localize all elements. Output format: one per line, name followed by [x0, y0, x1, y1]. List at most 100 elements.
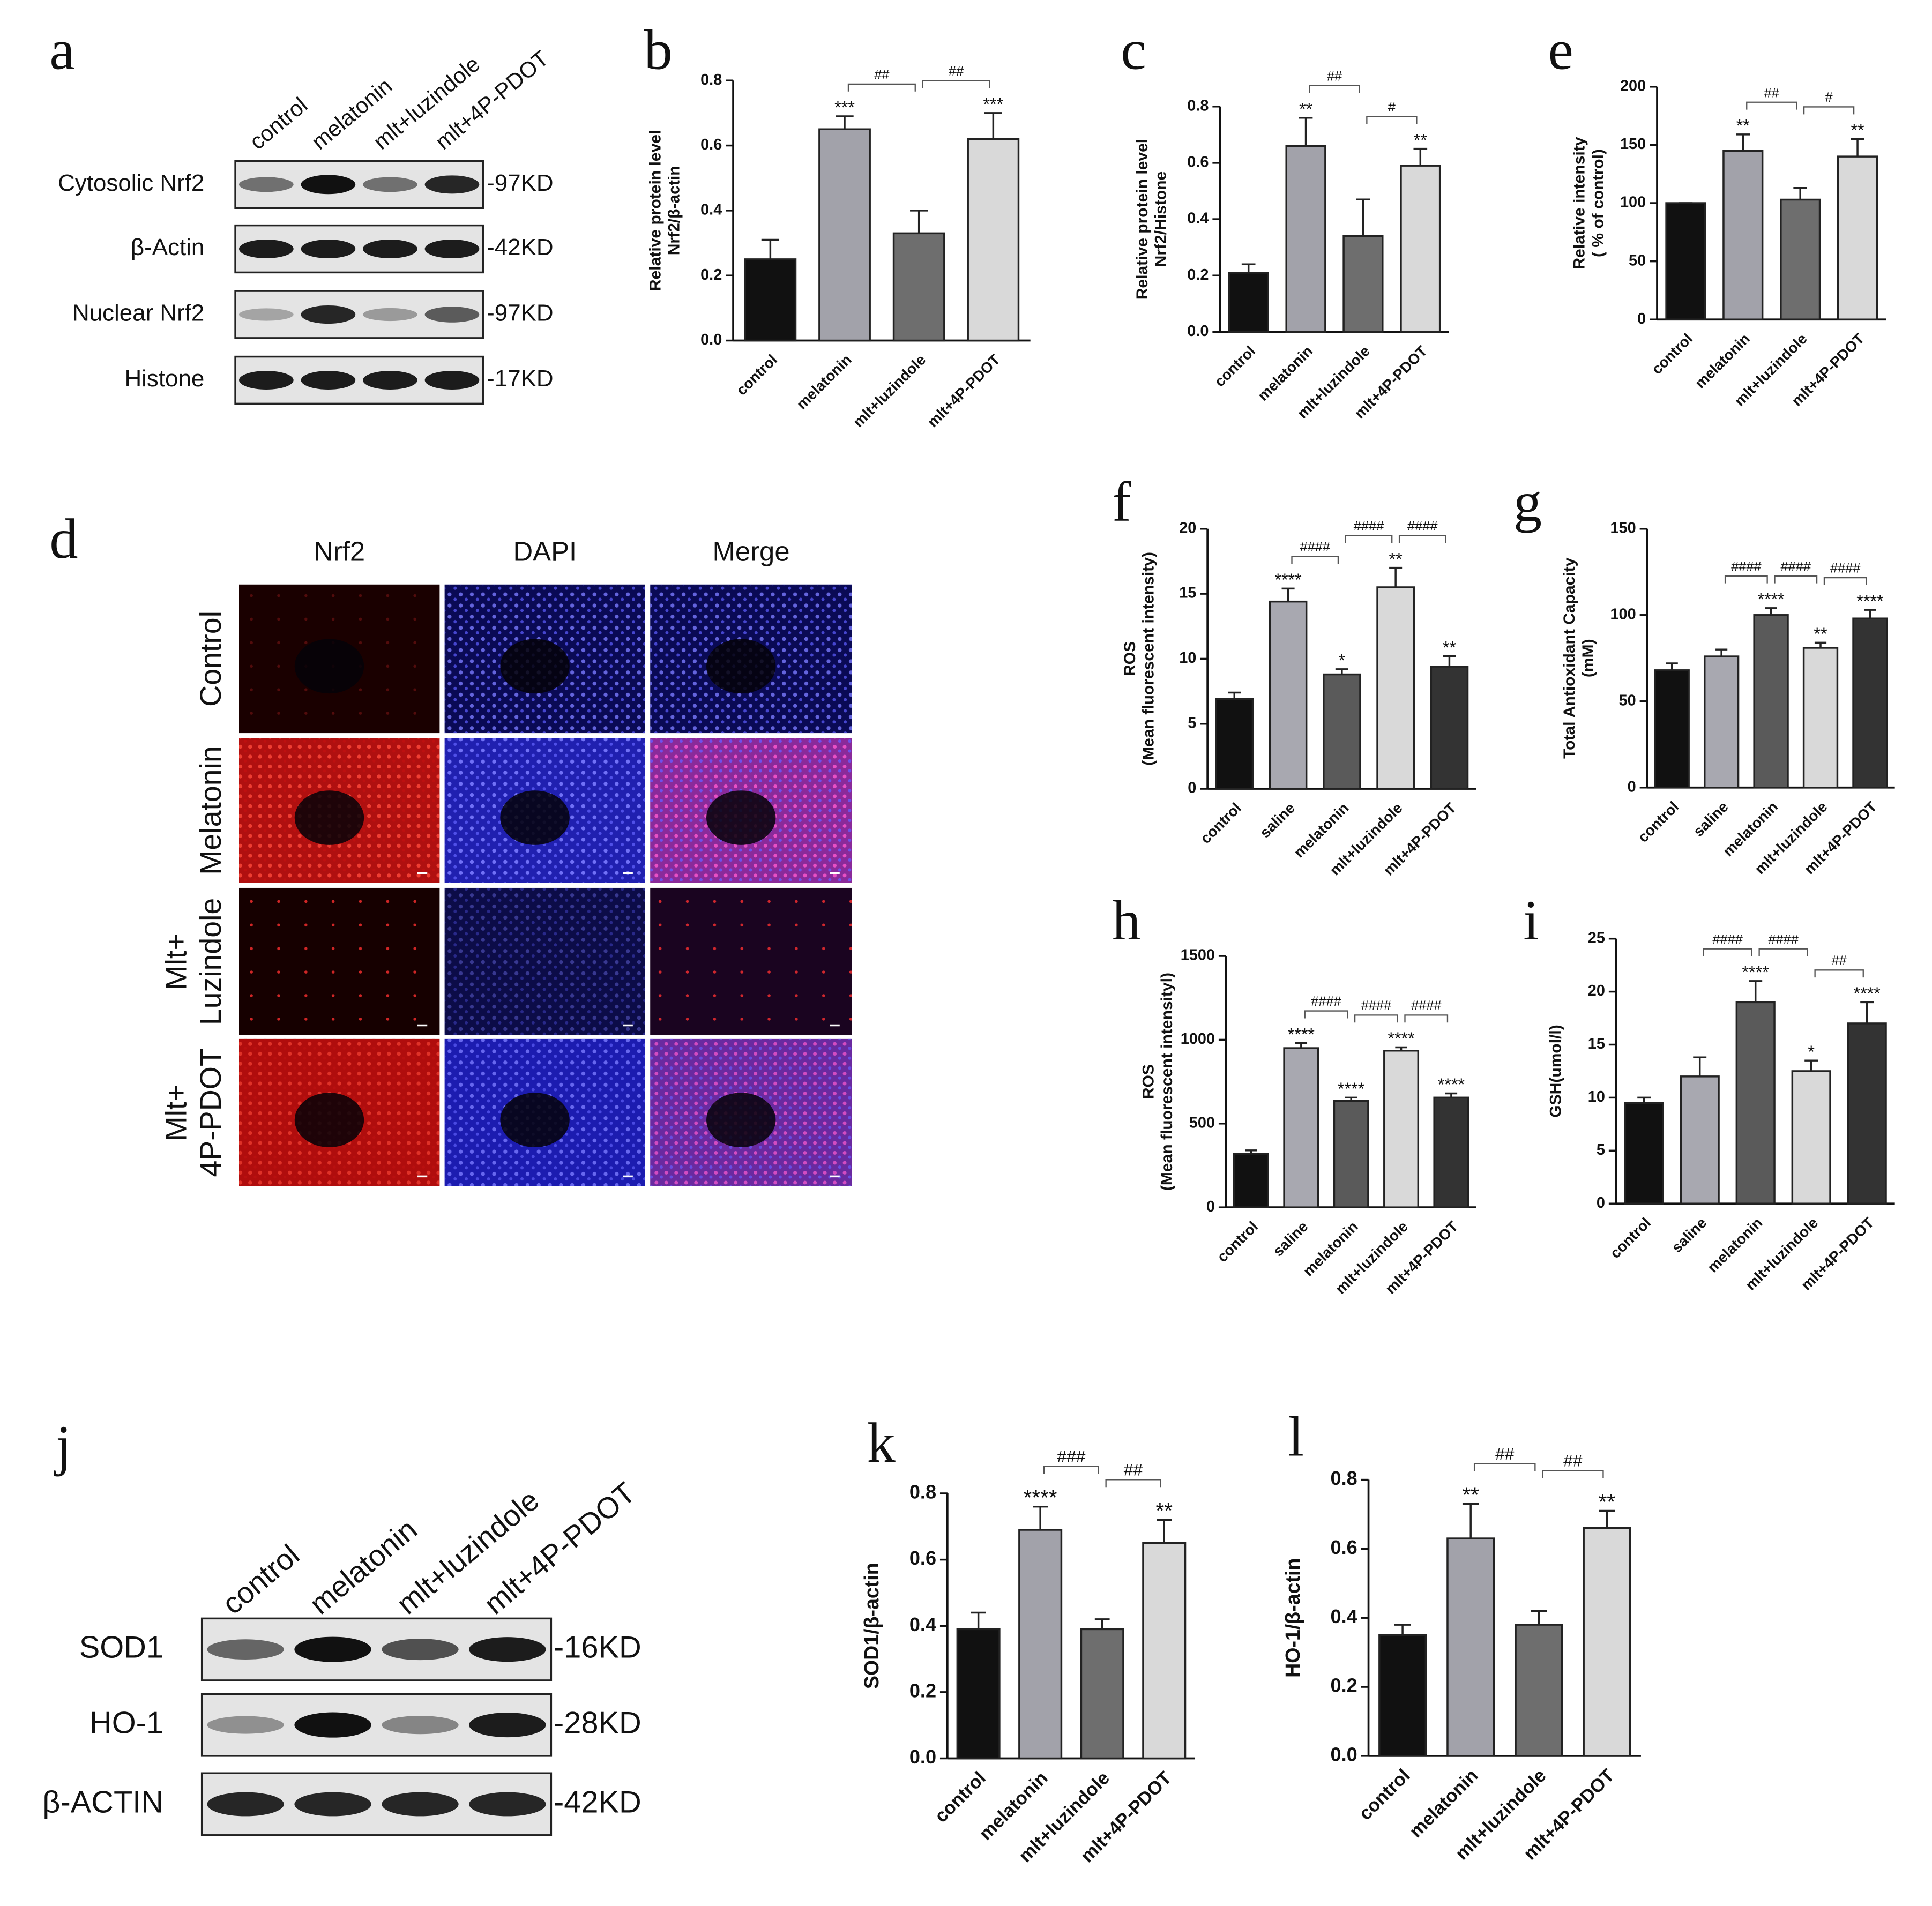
bracket-label: ### [1057, 1447, 1085, 1466]
bracket-label: #### [1407, 519, 1438, 534]
micrograph-texture [650, 887, 852, 1035]
y-tick-label: 500 [1189, 1114, 1215, 1131]
bracket [1404, 1014, 1449, 1023]
y-tick-label: 1500 [1181, 947, 1215, 964]
y-tick-label: 0 [1628, 778, 1636, 795]
error-bar [1299, 117, 1313, 146]
bar [1400, 165, 1441, 333]
error-bar [984, 112, 1002, 139]
significance: **** [1438, 1075, 1465, 1094]
bracket-label: #### [1781, 559, 1811, 574]
y-tick-label: 0 [1188, 780, 1196, 797]
y-tick-label: 0 [1597, 1194, 1605, 1212]
y-tick-label: 0.4 [909, 1613, 936, 1635]
bar [1515, 1624, 1563, 1757]
error-bar [1389, 566, 1403, 587]
bracket [1043, 1466, 1099, 1474]
row-label: Control [194, 611, 227, 707]
bracket-label: #### [1830, 561, 1861, 576]
blot-band [424, 175, 480, 194]
y-tick-label: 0.4 [1331, 1605, 1357, 1627]
blot-band [469, 1713, 546, 1738]
y-tick-label: 150 [1610, 519, 1636, 536]
bar [1802, 647, 1839, 789]
significance: ** [1736, 116, 1750, 136]
error-bar [1394, 1624, 1411, 1635]
y-tick-label: 0.2 [909, 1679, 936, 1701]
size-label: -42KD [554, 1785, 641, 1819]
row-label: Nuclear Nrf2 [72, 300, 204, 326]
panel-letter: l [1288, 1405, 1304, 1468]
bracket-label: ## [1764, 85, 1779, 100]
significance: * [1808, 1042, 1815, 1062]
y-tick-label: 10 [1588, 1088, 1605, 1105]
bar [892, 232, 945, 342]
bar [1703, 655, 1740, 789]
y-axis-label: SOD1/β-actin [860, 1563, 883, 1689]
error-bar [1228, 691, 1241, 699]
blot-band [294, 1792, 371, 1817]
lane-label: control [244, 92, 312, 154]
panel-letter: b [644, 18, 673, 81]
bar [1624, 1102, 1664, 1205]
bar [1383, 1050, 1420, 1208]
bracket-label: # [1825, 90, 1833, 105]
x-tick-label: saline [1668, 1214, 1710, 1255]
bar [1847, 1022, 1887, 1205]
bracket [1105, 1479, 1161, 1488]
significance: **** [1024, 1485, 1057, 1510]
bar [1342, 235, 1384, 333]
error-bar [1804, 1059, 1818, 1071]
micrograph-lumen [706, 790, 776, 845]
error-bar [1765, 607, 1777, 615]
error-bar [1094, 1618, 1110, 1630]
y-axis-label: (Mean fluorescent intensityl) [1158, 973, 1176, 1191]
bar [1376, 586, 1415, 790]
significance: **** [1274, 570, 1302, 589]
blot-band [294, 1712, 371, 1738]
error-bar [1736, 133, 1750, 151]
significance: ** [1462, 1482, 1479, 1507]
y-tick-label: 20 [1588, 982, 1605, 999]
bar [1735, 1001, 1776, 1205]
bracket-label: #### [1411, 998, 1442, 1013]
error-bar [1033, 1505, 1048, 1530]
micrograph-lumen [294, 639, 364, 694]
bracket-label: #### [1768, 932, 1799, 947]
error-bar [761, 238, 780, 259]
bar [1780, 198, 1821, 320]
bracket [1758, 948, 1808, 956]
blot-band [301, 371, 356, 390]
lane-label: mlt+4P-PDOT [478, 1476, 641, 1620]
panel-letter: j [54, 1414, 72, 1477]
bracket-label: #### [1311, 994, 1341, 1009]
micrograph-lumen [500, 1093, 570, 1147]
bar [1753, 614, 1789, 789]
blot-band [382, 1792, 459, 1817]
bar [956, 1628, 1001, 1760]
y-tick-label: 0.2 [1331, 1675, 1357, 1696]
y-tick-label: 0 [1206, 1198, 1215, 1215]
panel-letter: k [867, 1411, 896, 1474]
blot-band [239, 177, 294, 192]
panel-letter: i [1523, 888, 1539, 952]
bar [1680, 1075, 1720, 1205]
bracket [1309, 85, 1360, 93]
blot-band [382, 1639, 459, 1661]
micrograph-lumen [706, 1093, 776, 1147]
y-tick-label: 200 [1620, 77, 1646, 94]
x-tick-label: control [1648, 330, 1696, 377]
significance: **** [1288, 1025, 1315, 1044]
error-bar [1295, 1042, 1308, 1049]
error-bar [1241, 263, 1256, 273]
blot-band [424, 307, 480, 323]
error-bar [1864, 609, 1876, 619]
bar [1722, 150, 1764, 320]
y-tick-label: 150 [1620, 136, 1646, 153]
error-bar [1462, 1503, 1479, 1539]
significance: * [1339, 651, 1346, 670]
y-tick-label: 25 [1588, 929, 1605, 946]
size-label: -42KD [487, 234, 553, 260]
bar [1791, 1070, 1831, 1205]
panel-letter: c [1121, 18, 1146, 81]
